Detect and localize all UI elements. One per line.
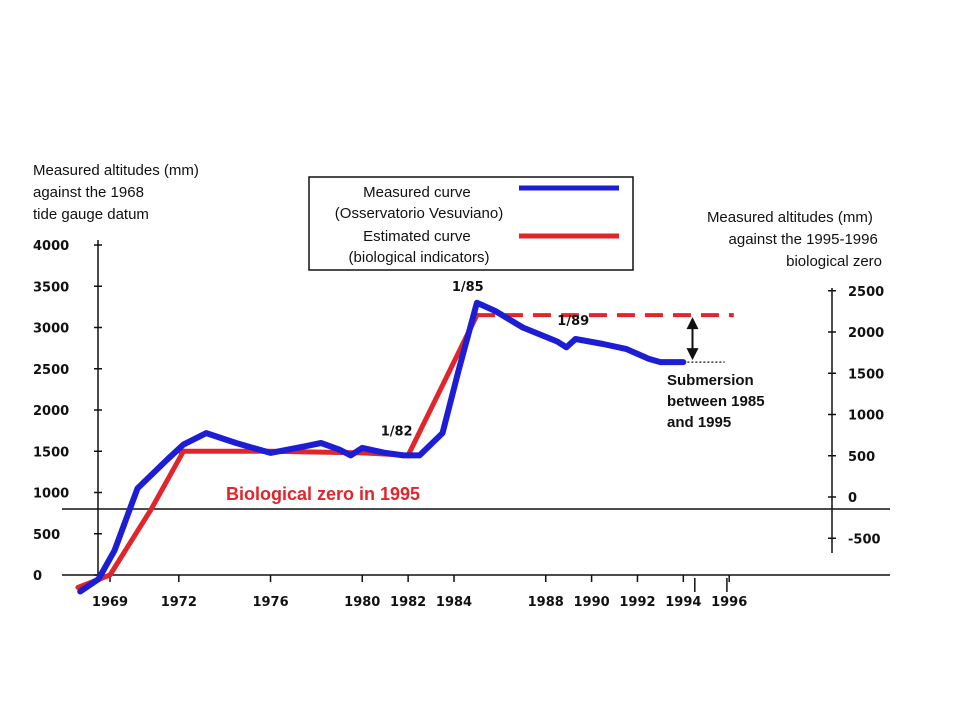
right-tick-label: 1000 — [848, 409, 884, 424]
right-axis-title: Measured altitudes (mm) against the 1995… — [707, 209, 882, 270]
left-tick-label: 0 — [33, 569, 42, 584]
left-ticks: 0 500 1000 1500 2000 2500 3000 3500 4000 — [33, 239, 102, 584]
measured-curve — [77, 299, 687, 595]
series — [75, 299, 687, 595]
left-tick-label: 1500 — [33, 445, 69, 460]
x-tick-label: 1969 — [92, 595, 128, 610]
left-tick-label: 3000 — [33, 322, 69, 337]
x-tick-label: 1992 — [619, 595, 655, 610]
x-tick-label: 1994 — [665, 595, 701, 610]
x-tick-label: 1972 — [161, 595, 197, 610]
left-tick-label: 2500 — [33, 363, 69, 378]
left-tick-label: 4000 — [33, 239, 69, 254]
biological-zero-label: Biological zero in 1995 — [226, 484, 420, 504]
left-tick-label: 3500 — [33, 280, 69, 295]
x-ticks: 1969 1972 1976 1980 1982 1984 1988 1990 1992 1994… — [92, 575, 747, 610]
right-tick-label: 0 — [848, 491, 857, 506]
legend-box — [308, 176, 634, 271]
x-tick-label: 1980 — [344, 595, 380, 610]
left-tick-label: 1000 — [33, 487, 69, 502]
legend-label-measured: Measured curve (Osservatorio Vesuviano) — [335, 184, 503, 222]
mark-label-1985: 1/85 — [452, 280, 484, 295]
mark-label-1982: 1/82 — [381, 425, 413, 440]
right-tick-label: 2500 — [848, 285, 884, 300]
arrow-up-head — [686, 317, 699, 330]
right-ticks: -500 0 500 1000 1500 2000 2500 — [828, 285, 884, 547]
left-tick-label: 500 — [33, 528, 60, 543]
x-tick-label: 1984 — [436, 595, 472, 610]
right-tick-label: 2000 — [848, 326, 884, 341]
legend-label-estimated: Estimated curve (biological indicators) — [349, 228, 490, 266]
left-axis-title: Measured altitudes (mm) against the 1968… — [33, 162, 203, 223]
x-tick-label: 1976 — [252, 595, 288, 610]
mark-label-1989: 1/89 — [557, 314, 589, 329]
submersion-note: Submersion between 1985 and 1995 — [667, 372, 769, 431]
right-tick-label: 1500 — [848, 367, 884, 382]
arrow-down-head — [686, 348, 699, 361]
right-tick-label: -500 — [848, 532, 881, 547]
x-tick-label: 1982 — [390, 595, 426, 610]
estimated-curve — [75, 312, 480, 590]
left-tick-label: 2000 — [33, 404, 69, 419]
levels — [62, 313, 890, 510]
right-tick-label: 500 — [848, 450, 875, 465]
x-tick-label: 1996 — [711, 595, 747, 610]
legend: Measured curve (Osservatorio Vesuviano) … — [308, 176, 634, 271]
marks: 1/82 1/85 1/89 — [381, 280, 589, 439]
x-tick-label: 1988 — [528, 595, 564, 610]
x-tick-label: 1990 — [574, 595, 610, 610]
